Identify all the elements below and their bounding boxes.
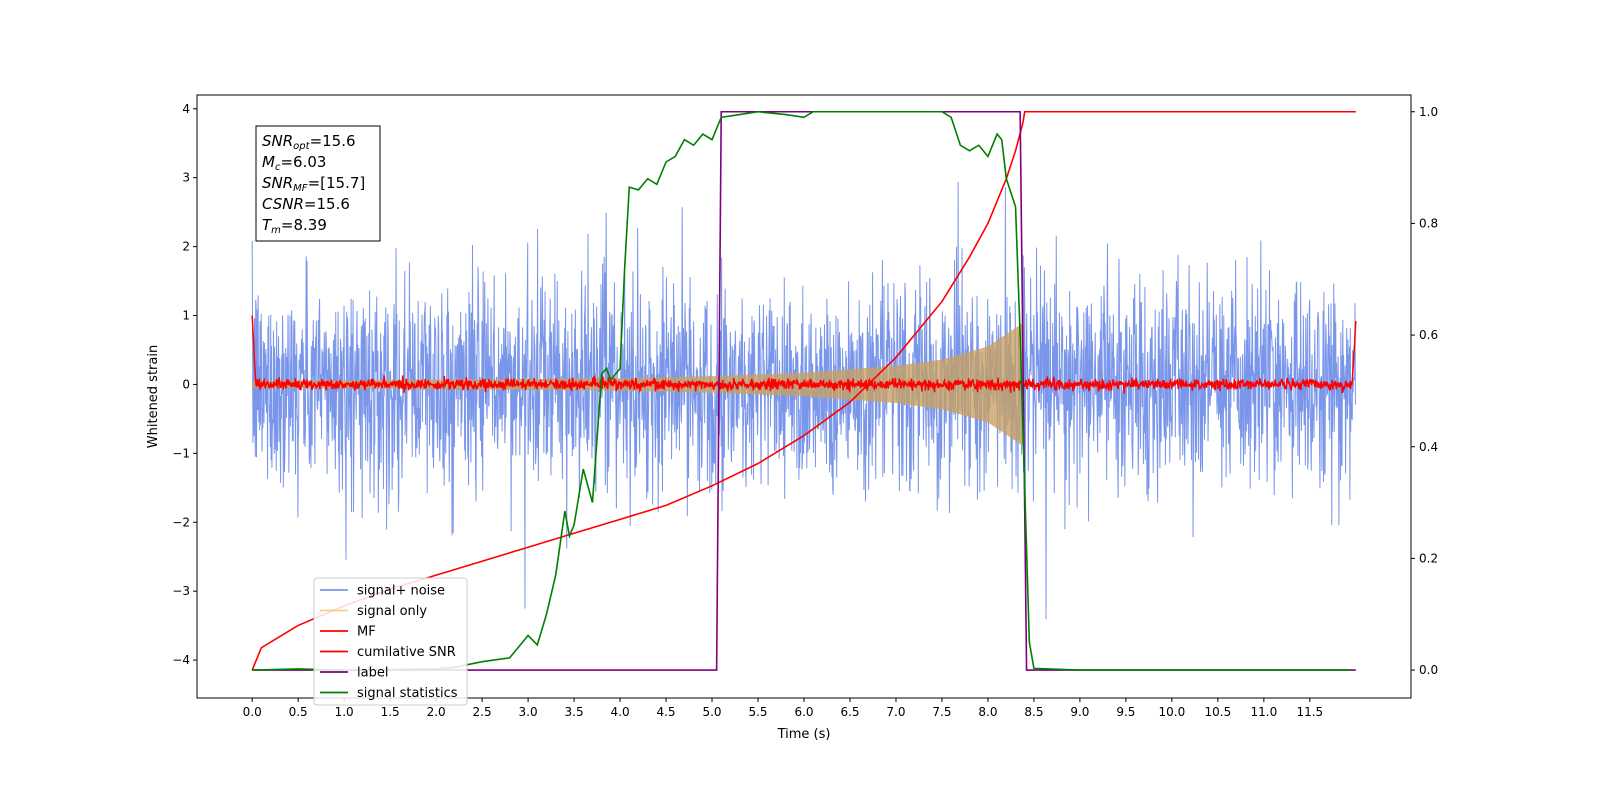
x-tick-label: 11.5 [1296, 705, 1323, 719]
legend-entry: signal+ noise [357, 584, 445, 599]
legend-entry: signal only [357, 604, 427, 619]
annotation-line: SNRMF=[15.7] [262, 174, 365, 194]
legend-entry: cumilative SNR [357, 645, 456, 660]
y-axis-label: Whitened strain [146, 345, 161, 448]
x-tick-label: 8.0 [978, 705, 997, 719]
y-tick-label-right: 0.4 [1419, 440, 1438, 454]
y-tick-label-left: −1 [172, 446, 190, 460]
x-axis: 0.0 0.5 1.0 1.5 2.0 2.5 3.0 3.5 4.0 4.5 5.0 5.5 6.0 6… [243, 698, 1323, 719]
series-signal-noise [251, 181, 1357, 620]
x-tick-label: 2.5 [473, 705, 492, 719]
x-tick-label: 9.0 [1070, 705, 1089, 719]
y-tick-label-right: 0.2 [1419, 551, 1438, 565]
x-tick-label: 5.0 [702, 705, 721, 719]
series-mf [251, 315, 1357, 394]
y-axis-right: 1.0 0.8 0.6 0.4 0.2 0.0 [1411, 105, 1438, 677]
x-tick-label: 1.0 [335, 705, 354, 719]
annotation-frame [255, 125, 381, 242]
y-axis-left: 4 3 2 1 0 −1 −2 −3 −4 [172, 102, 197, 667]
x-tick-label: 7.5 [932, 705, 951, 719]
x-tick-label: 9.5 [1116, 705, 1135, 719]
x-axis-label: Time (s) [777, 727, 831, 742]
y-tick-label-left: −3 [172, 584, 190, 598]
legend-entry: label [357, 666, 388, 681]
x-tick-label: 0.5 [289, 705, 308, 719]
x-tick-label: 1.5 [381, 705, 400, 719]
y-tick-label-left: 0 [182, 377, 190, 391]
x-tick-label: 5.5 [748, 705, 767, 719]
y-tick-label-left: 2 [182, 240, 190, 254]
y-tick-label-right: 0.6 [1419, 328, 1438, 342]
x-tick-label: 11.0 [1250, 705, 1277, 719]
annotation-line: CSNR=15.6 [262, 195, 350, 213]
x-tick-label: 6.0 [794, 705, 813, 719]
legend-frame [313, 577, 468, 706]
annotation-line: Tm=8.39 [262, 216, 327, 236]
x-tick-label: 2.0 [427, 705, 446, 719]
legend: signal+ noise signal only MF cumilative SNR… [313, 577, 468, 706]
x-tick-label: 6.5 [840, 705, 859, 719]
y-tick-label-left: 1 [182, 309, 190, 323]
y-tick-label-right: 0.0 [1419, 663, 1438, 677]
annotation-line: SNRopt=15.6 [262, 132, 356, 152]
y-tick-label-left: −4 [172, 653, 190, 667]
legend-entry: signal statistics [357, 686, 458, 701]
x-tick-label: 3.0 [519, 705, 538, 719]
y-tick-label-right: 0.8 [1419, 216, 1438, 230]
x-tick-label: 10.5 [1205, 705, 1232, 719]
annotation-line: Mc=6.03 [262, 153, 326, 173]
y-tick-label-left: 4 [182, 102, 190, 116]
x-tick-label: 4.5 [656, 705, 675, 719]
x-tick-label: 0.0 [243, 705, 262, 719]
y-tick-label-left: 3 [182, 171, 190, 185]
x-tick-label: 8.5 [1024, 705, 1043, 719]
y-tick-label-left: −2 [172, 515, 190, 529]
x-tick-label: 7.0 [886, 705, 905, 719]
legend-entry: MF [357, 625, 376, 640]
series-signal-statistics [252, 110, 1352, 671]
y-tick-label-right: 1.0 [1419, 105, 1438, 119]
x-tick-label: 10.0 [1159, 705, 1186, 719]
x-tick-label: 4.0 [611, 705, 630, 719]
x-tick-label: 3.5 [565, 705, 584, 719]
